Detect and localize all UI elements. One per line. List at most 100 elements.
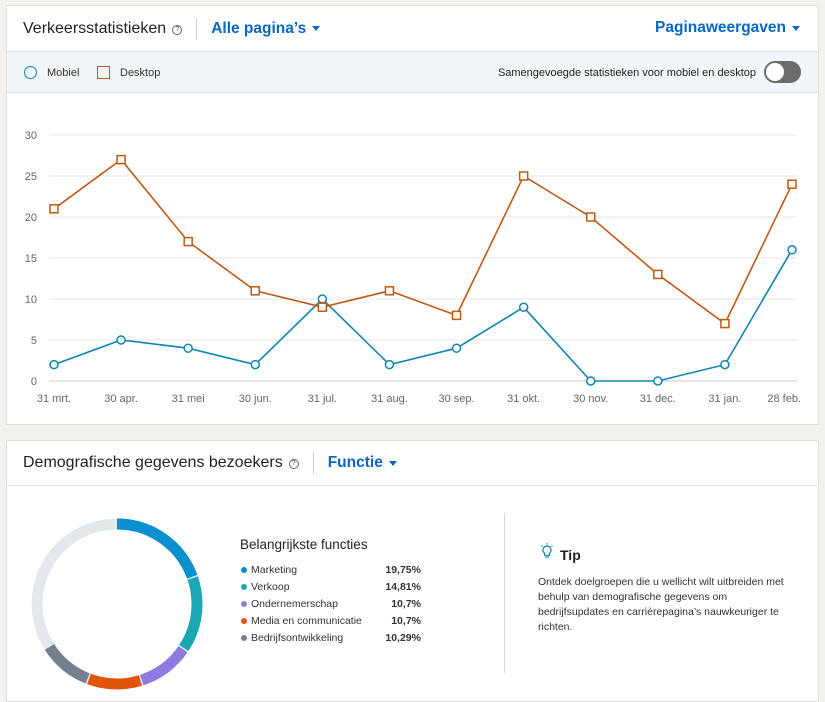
y-tick-label: 30 <box>25 130 37 142</box>
data-point-mobile[interactable] <box>653 376 663 386</box>
y-tick-label: 5 <box>31 335 37 347</box>
toggle-knob <box>766 63 784 81</box>
data-point-desktop[interactable] <box>451 310 462 321</box>
y-tick-label: 25 <box>25 171 37 183</box>
function-name: Verkoop <box>251 580 290 593</box>
function-percentage: 10,7% <box>391 615 421 628</box>
function-dropdown[interactable]: Functie <box>328 454 397 472</box>
data-point-mobile[interactable] <box>317 294 328 304</box>
traffic-header: Verkeersstatistieken? Alle pagina’s Pagi… <box>7 6 818 51</box>
caret-down-icon <box>792 25 800 31</box>
data-point-desktop[interactable] <box>585 212 596 222</box>
donut-segment[interactable] <box>31 518 203 690</box>
x-tick-label: 30 sep. <box>438 393 474 405</box>
square-marker-icon <box>97 66 110 79</box>
data-point-mobile[interactable] <box>518 302 529 312</box>
legend-dot-icon <box>241 583 247 590</box>
y-tick-label: 10 <box>25 294 37 306</box>
data-point-desktop[interactable] <box>720 318 730 329</box>
section-divider <box>504 513 505 673</box>
data-point-mobile[interactable] <box>451 343 462 353</box>
function-percentage: 10,29% <box>385 632 421 645</box>
data-point-mobile[interactable] <box>183 343 193 353</box>
data-point-desktop[interactable] <box>49 204 59 214</box>
combined-stats-toggle[interactable] <box>764 61 801 83</box>
x-tick-label: 31 dec. <box>640 393 676 405</box>
data-point-desktop[interactable] <box>183 236 193 247</box>
traffic-stats-card: Verkeersstatistieken? Alle pagina’s Pagi… <box>6 5 819 425</box>
series-line-desktop <box>53 158 793 325</box>
tip-text: Ontdek doelgroepen die u wellicht wilt u… <box>538 576 784 633</box>
metric-dropdown[interactable]: Paginaweergaven <box>655 19 800 37</box>
x-tick-label: 31 aug. <box>371 393 408 405</box>
legend-dot-icon <box>241 618 247 625</box>
legend-dot-icon <box>241 635 247 642</box>
header-divider <box>312 452 314 474</box>
combined-stats-label: Samengevoegde statistieken voor mobiel e… <box>497 67 756 79</box>
traffic-line-chart: 0 5 10 15 20 25 30 31 mrt. 30 apr. 31 mei 30 jun. 3… <box>25 130 801 405</box>
legend-dot-icon <box>241 566 247 573</box>
function-name: Marketing <box>251 563 298 576</box>
x-tick-label: 31 jul. <box>308 393 337 405</box>
donut-segment[interactable] <box>31 518 203 690</box>
x-tick-label: 30 jun. <box>239 393 272 405</box>
data-point-mobile[interactable] <box>384 359 395 370</box>
function-row: Media en communicatie 10,7% <box>241 613 431 630</box>
header-divider <box>196 17 198 40</box>
chart-legend-bar: Mobiel Desktop Samengevoegde statistieke… <box>7 51 818 93</box>
top-functions-list: Marketing 19,75% Verkoop 14,81% Ondernemersc… <box>241 561 431 647</box>
legend-desktop[interactable]: Desktop <box>97 66 160 79</box>
x-tick-label: 31 mrt. <box>37 393 71 405</box>
function-name: Bedrijfsontwikkeling <box>251 632 344 645</box>
x-tick-label: 30 nov. <box>573 393 608 405</box>
data-point-mobile[interactable] <box>250 359 261 370</box>
legend-dot-icon <box>241 600 247 607</box>
function-percentage: 10,7% <box>391 597 421 610</box>
function-row: Bedrijfsontwikkeling 10,29% <box>241 630 431 647</box>
data-point-desktop[interactable] <box>518 171 529 181</box>
lightbulb-icon <box>541 543 553 558</box>
data-point-desktop[interactable] <box>250 286 261 296</box>
x-tick-label: 28 feb. <box>767 393 801 405</box>
caret-down-icon <box>312 26 321 31</box>
x-tick-label: 31 jan. <box>708 393 741 405</box>
data-point-desktop[interactable] <box>317 302 328 312</box>
demographics-header: Demografische gegevens bezoekers? Functi… <box>7 441 818 486</box>
y-tick-label: 20 <box>25 212 37 224</box>
circle-marker-icon <box>24 66 37 79</box>
series-line-mobiel <box>53 249 793 382</box>
help-icon[interactable]: ? <box>172 24 183 35</box>
caret-down-icon <box>388 460 397 466</box>
data-point-desktop[interactable] <box>787 179 797 189</box>
donut-svg <box>31 518 203 690</box>
y-tick-label: 15 <box>25 253 37 265</box>
y-tick-label: 0 <box>31 376 37 388</box>
data-point-mobile[interactable] <box>49 359 59 370</box>
data-point-mobile[interactable] <box>116 335 126 345</box>
x-tick-label: 30 apr. <box>104 393 138 405</box>
data-point-desktop[interactable] <box>116 154 126 165</box>
help-icon[interactable]: ? <box>288 459 299 469</box>
function-row: Verkoop 14,81% <box>241 578 431 595</box>
function-name: Media en communicatie <box>251 615 362 628</box>
data-point-mobile[interactable] <box>787 245 797 255</box>
function-row: Ondernemerschap 10,7% <box>241 595 431 612</box>
data-point-mobile[interactable] <box>585 376 596 386</box>
data-point-mobile[interactable] <box>720 359 730 370</box>
demographics-title: Demografische gegevens bezoekers? <box>23 454 299 472</box>
legend-mobile[interactable]: Mobiel <box>24 66 79 79</box>
donut-segment[interactable] <box>31 518 203 690</box>
tip-title: Tip <box>560 547 581 563</box>
data-point-desktop[interactable] <box>653 269 663 280</box>
donut-chart <box>29 516 205 697</box>
function-name: Ondernemerschap <box>251 597 338 610</box>
demographics-card: Demografische gegevens bezoekers? Functi… <box>6 440 819 702</box>
function-row: Marketing 19,75% <box>241 561 431 578</box>
function-percentage: 14,81% <box>385 580 421 593</box>
function-percentage: 19,75% <box>385 563 421 576</box>
pages-dropdown[interactable]: Alle pagina’s <box>211 20 321 38</box>
x-tick-label: 31 okt. <box>507 393 540 405</box>
x-tick-label: 31 mei <box>172 393 205 405</box>
top-functions-title: Belangrijkste functies <box>240 537 368 552</box>
data-point-desktop[interactable] <box>384 286 395 296</box>
